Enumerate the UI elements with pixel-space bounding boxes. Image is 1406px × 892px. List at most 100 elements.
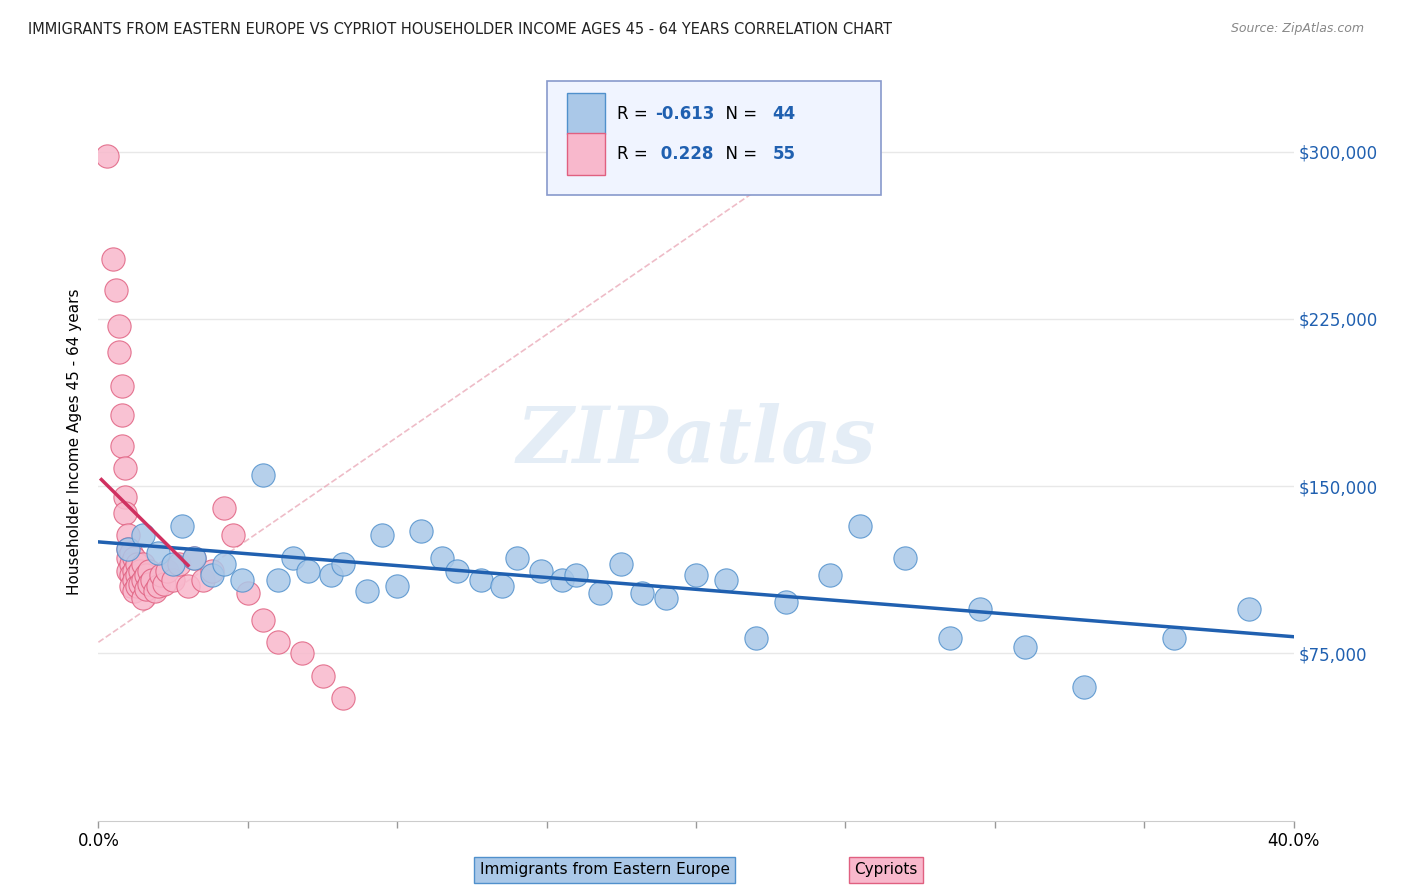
Point: [356, 583, 378, 598]
Point: [156, 564, 179, 578]
Point: [252, 613, 274, 627]
Text: Cypriots: Cypriots: [853, 863, 918, 877]
Point: [129, 564, 152, 578]
FancyBboxPatch shape: [567, 93, 605, 135]
Text: R =: R =: [617, 105, 654, 123]
Point: [153, 577, 176, 591]
Text: Immigrants from Eastern Europe: Immigrants from Eastern Europe: [479, 863, 730, 877]
Point: [135, 568, 157, 582]
Text: R =: R =: [617, 145, 654, 163]
Point: [411, 524, 433, 538]
Point: [132, 557, 155, 572]
Point: [183, 550, 205, 565]
Point: [506, 550, 529, 565]
Point: [117, 541, 139, 556]
Point: [127, 557, 149, 572]
Point: [236, 586, 259, 600]
Point: [111, 439, 134, 453]
Point: [332, 557, 354, 572]
Point: [385, 580, 409, 594]
Point: [148, 580, 170, 594]
Point: [267, 573, 290, 587]
Point: [201, 568, 224, 582]
Point: [141, 573, 163, 587]
Text: IMMIGRANTS FROM EASTERN EUROPE VS CYPRIOT HOUSEHOLDER INCOME AGES 45 - 64 YEARS : IMMIGRANTS FROM EASTERN EUROPE VS CYPRIO…: [28, 22, 893, 37]
Point: [127, 568, 149, 582]
Point: [114, 461, 136, 475]
Point: [610, 557, 633, 572]
FancyBboxPatch shape: [567, 133, 605, 175]
Point: [969, 602, 991, 616]
Point: [148, 546, 170, 560]
Point: [530, 564, 553, 578]
Point: [1014, 640, 1036, 654]
Point: [222, 528, 245, 542]
Point: [565, 568, 588, 582]
Point: [820, 568, 842, 582]
Point: [1073, 680, 1095, 694]
Text: ZIPatlas: ZIPatlas: [516, 403, 876, 480]
Point: [127, 580, 149, 594]
Point: [311, 669, 333, 683]
FancyBboxPatch shape: [547, 81, 882, 195]
Point: [124, 550, 146, 565]
Point: [745, 631, 768, 645]
Point: [124, 583, 146, 598]
Point: [108, 345, 131, 359]
Point: [108, 318, 131, 333]
Point: [117, 564, 139, 578]
Point: [470, 573, 492, 587]
Point: [685, 568, 707, 582]
Text: 44: 44: [772, 105, 796, 123]
Point: [138, 564, 160, 578]
Point: [120, 580, 142, 594]
Point: [124, 564, 146, 578]
Point: [775, 595, 797, 609]
Point: [162, 557, 184, 572]
Point: [135, 582, 157, 596]
Point: [117, 528, 139, 542]
Point: [1163, 631, 1185, 645]
Point: [550, 573, 572, 587]
Point: [124, 573, 146, 587]
Point: [114, 491, 136, 505]
Point: [191, 573, 214, 587]
Point: [117, 541, 139, 556]
Point: [291, 646, 314, 660]
Point: [849, 519, 872, 533]
Point: [201, 564, 224, 578]
Point: [111, 408, 134, 422]
Point: [371, 528, 394, 542]
Point: [150, 568, 173, 582]
Y-axis label: Householder Income Ages 45 - 64 years: Householder Income Ages 45 - 64 years: [67, 288, 83, 595]
Point: [297, 564, 319, 578]
Point: [212, 557, 235, 572]
Point: [321, 568, 343, 582]
Point: [631, 586, 654, 600]
Point: [252, 467, 274, 482]
Point: [117, 550, 139, 565]
Point: [491, 580, 513, 594]
Point: [143, 583, 166, 598]
Point: [129, 577, 152, 591]
Point: [655, 591, 678, 605]
Point: [183, 550, 205, 565]
Point: [138, 577, 160, 591]
Point: [589, 586, 612, 600]
Point: [162, 573, 184, 587]
Point: [103, 252, 125, 266]
Text: Source: ZipAtlas.com: Source: ZipAtlas.com: [1230, 22, 1364, 36]
Point: [714, 573, 737, 587]
Text: 0.228: 0.228: [655, 145, 714, 163]
Point: [894, 550, 917, 565]
Point: [105, 283, 128, 297]
Point: [1237, 602, 1260, 616]
Point: [120, 568, 142, 582]
Point: [430, 550, 453, 565]
Text: 55: 55: [772, 145, 796, 163]
Point: [96, 149, 118, 163]
Point: [120, 546, 142, 560]
Point: [939, 631, 962, 645]
Text: N =: N =: [716, 145, 762, 163]
Point: [132, 591, 155, 605]
